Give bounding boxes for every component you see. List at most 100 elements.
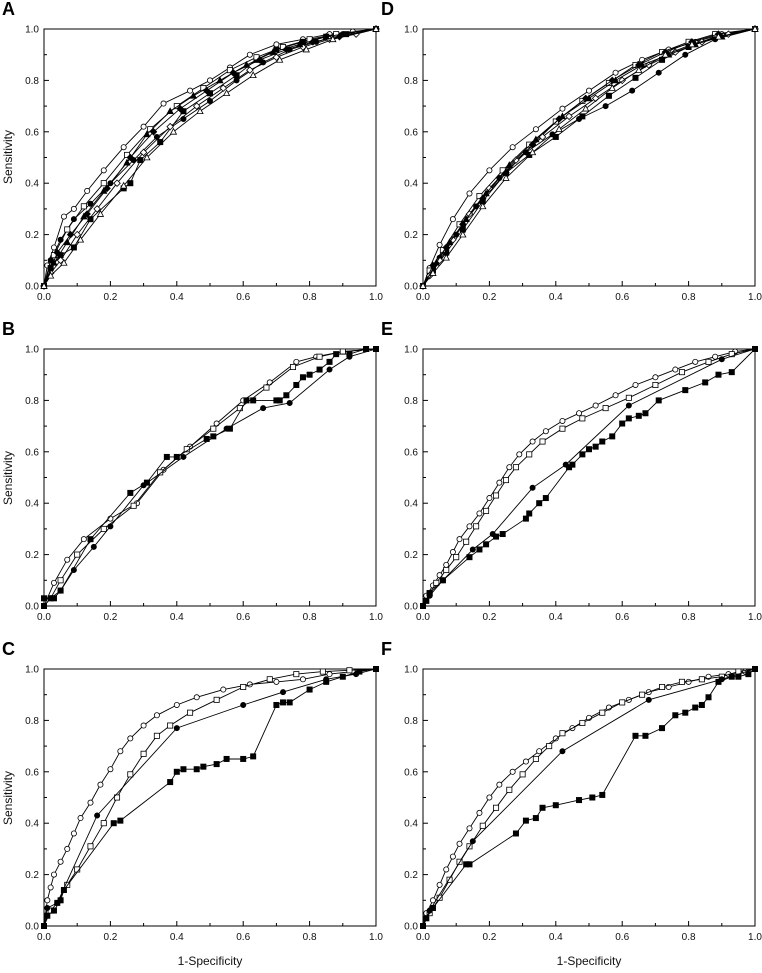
data-point	[289, 363, 296, 370]
data-point	[240, 701, 247, 708]
data-point	[200, 763, 207, 770]
data-point	[153, 732, 160, 739]
data-point	[326, 671, 333, 678]
data-point	[93, 205, 101, 213]
series-filled-circle	[419, 345, 759, 610]
data-point	[87, 200, 94, 207]
data-point	[57, 577, 64, 584]
data-point	[213, 696, 220, 703]
data-point	[532, 135, 540, 143]
x-tick-label: 0.6	[236, 932, 250, 943]
data-point	[293, 671, 300, 678]
x-tick-label: 0.2	[103, 932, 117, 943]
x-tick-label: 0.8	[303, 932, 317, 943]
data-point	[466, 523, 473, 530]
series-open-square	[419, 666, 759, 930]
data-point	[127, 771, 134, 778]
series-open-triangle	[419, 24, 759, 289]
data-point	[113, 179, 121, 187]
x-tick-label: 0.2	[482, 932, 496, 943]
series-line	[422, 668, 756, 927]
data-point	[84, 187, 91, 194]
series-open-circle	[41, 666, 379, 930]
data-point	[64, 845, 71, 852]
plot-frame	[43, 28, 377, 287]
data-point	[130, 502, 137, 509]
data-point	[659, 683, 666, 690]
y-tick-label: 0.6	[25, 127, 39, 138]
y-tick-label: 1.0	[404, 345, 418, 356]
series-line	[43, 28, 377, 287]
data-point	[718, 356, 725, 363]
x-tick-label: 0.6	[236, 612, 250, 623]
x-tick-label: 0.0	[416, 292, 430, 303]
data-point	[249, 71, 257, 79]
data-point	[629, 87, 636, 94]
data-point	[529, 484, 536, 491]
x-tick-label: 0.0	[416, 932, 430, 943]
data-point	[240, 755, 247, 762]
data-point	[585, 94, 593, 102]
series-open-triangle	[40, 24, 380, 289]
data-point	[273, 701, 280, 708]
y-tick-label: 1.0	[25, 25, 39, 36]
data-point	[678, 678, 685, 685]
data-point	[143, 479, 150, 486]
data-point	[173, 701, 180, 708]
data-point	[250, 753, 257, 760]
data-point	[295, 40, 304, 48]
y-tick-label: 0.8	[25, 76, 39, 87]
data-point	[189, 91, 198, 99]
data-point	[555, 125, 563, 133]
data-point	[505, 161, 513, 169]
series-filled-triangle	[419, 24, 759, 289]
data-point	[576, 797, 583, 804]
data-point	[70, 830, 77, 837]
data-point	[169, 127, 178, 135]
data-point	[605, 92, 612, 99]
data-point	[715, 678, 722, 685]
data-point	[326, 358, 333, 365]
series-line	[422, 668, 756, 927]
data-point	[100, 525, 107, 532]
data-point	[426, 590, 433, 597]
panel-f: 0.00.0 0.2 0.2 0.4 0.4 0.6 0.6 0.8 0.8 1.0 1.0 F	[381, 639, 762, 943]
data-point	[752, 666, 759, 673]
data-point	[655, 397, 662, 404]
data-point	[526, 451, 533, 458]
data-point	[509, 144, 516, 151]
data-point	[83, 210, 91, 218]
series-filled-square	[41, 25, 379, 289]
data-point	[44, 905, 51, 912]
data-point	[443, 561, 450, 568]
data-point	[483, 507, 490, 514]
data-point	[576, 410, 583, 417]
data-point	[502, 477, 509, 484]
series-filled-square	[419, 666, 759, 930]
data-point	[536, 748, 543, 755]
data-point	[57, 587, 64, 594]
data-point	[532, 755, 539, 762]
data-point	[752, 345, 759, 352]
data-point	[435, 256, 444, 265]
data-point	[46, 271, 55, 279]
data-point	[44, 912, 51, 919]
data-point	[565, 112, 573, 121]
data-point	[552, 735, 559, 742]
data-point	[242, 60, 251, 68]
data-point	[306, 371, 313, 378]
x-tick-label: 0.6	[615, 932, 629, 943]
data-point	[512, 830, 519, 837]
data-point	[263, 384, 270, 391]
data-point	[512, 464, 519, 471]
data-point	[449, 235, 457, 244]
data-point	[339, 348, 346, 355]
x-tick-label: 1.0	[369, 932, 383, 943]
data-point	[110, 820, 117, 827]
y-tick-label: 0.6	[404, 767, 418, 778]
data-point	[552, 133, 559, 140]
x-tick-label: 0.6	[615, 612, 629, 623]
data-point	[286, 399, 293, 406]
panel-letter: A	[2, 0, 15, 19]
